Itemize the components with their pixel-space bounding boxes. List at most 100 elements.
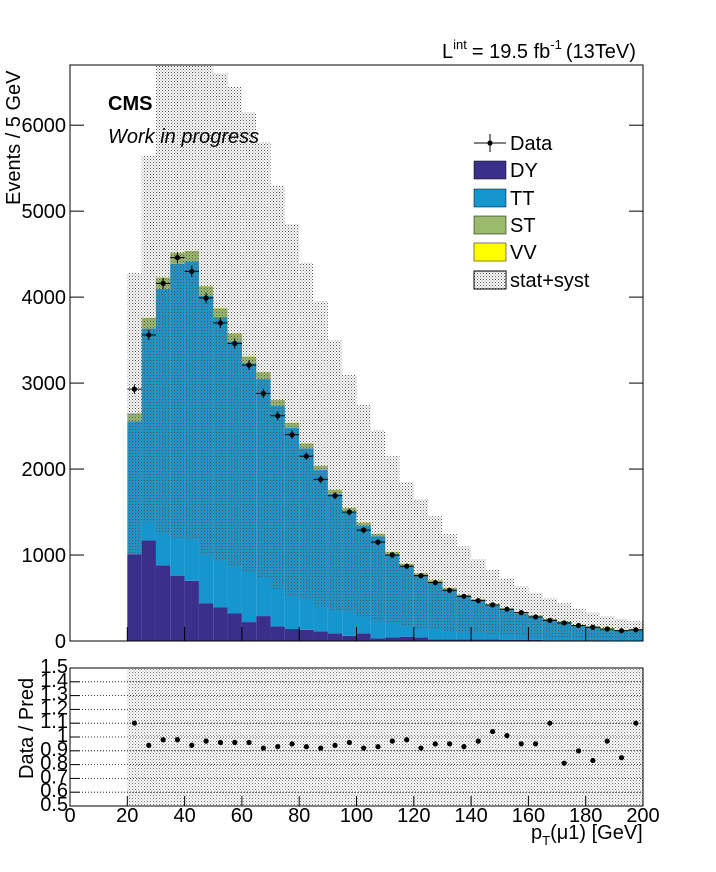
stack-segment xyxy=(241,622,257,641)
ratio-point xyxy=(375,744,381,750)
ratio-band xyxy=(198,668,214,806)
stack-segment xyxy=(284,628,300,641)
stack-segment xyxy=(213,607,228,641)
stack-segment xyxy=(184,580,199,641)
ratio-band xyxy=(270,668,285,806)
uncertainty-band xyxy=(442,533,457,632)
ratio-y-tick-label: 1.5 xyxy=(40,656,68,678)
lumi-exp: -1 xyxy=(550,37,562,52)
ratio-band xyxy=(213,668,228,806)
y-tick-label: 3000 xyxy=(22,373,67,395)
x-tick-label: 140 xyxy=(454,805,487,827)
uncertainty-band xyxy=(155,65,171,534)
data-point xyxy=(432,579,438,586)
x-tick-label: 60 xyxy=(231,805,253,827)
stack-segment xyxy=(227,613,242,641)
ratio-band xyxy=(571,668,586,806)
y-axis-title: Events / 5 GeV xyxy=(3,70,25,205)
stack-segment xyxy=(499,639,515,641)
lumi-symbol: L xyxy=(442,41,453,63)
ratio-point xyxy=(217,739,224,746)
ratio-band xyxy=(528,668,543,806)
data-point xyxy=(604,626,610,632)
ratio-point xyxy=(246,739,252,746)
data-point xyxy=(418,573,424,579)
ratio-point xyxy=(160,737,166,743)
uncertainty-band xyxy=(184,65,199,540)
y-tick-label: 6000 xyxy=(22,115,67,137)
ratio-band xyxy=(428,668,443,806)
data-point xyxy=(318,476,324,482)
ratio-plot xyxy=(70,668,643,806)
data-point xyxy=(232,340,238,347)
uncertainty-band xyxy=(198,65,214,556)
data-point xyxy=(590,624,596,630)
data-point xyxy=(375,539,381,545)
y-tick-label: 0 xyxy=(55,631,66,653)
uncertainty-band xyxy=(170,65,185,538)
ratio-point xyxy=(461,744,467,750)
uncertainty-band xyxy=(385,456,400,624)
ratio-point xyxy=(547,720,553,726)
ratio-point xyxy=(432,741,438,747)
axes: 01000200030004000500060000.50.60.70.80.9… xyxy=(22,115,660,827)
uncertainty-band xyxy=(356,404,371,617)
ratio-band xyxy=(127,668,142,806)
ratio-y-tick-label: 0.6 xyxy=(40,780,68,802)
ratio-band xyxy=(542,668,558,806)
data-point xyxy=(532,614,539,620)
ratio-band xyxy=(141,668,156,806)
ratio-point xyxy=(389,738,395,744)
ratio-band xyxy=(155,668,171,806)
data-point xyxy=(547,617,553,623)
cms-label: CMS xyxy=(108,93,152,115)
y-tick-label: 4000 xyxy=(22,287,67,309)
stack-segment xyxy=(428,639,443,641)
ratio-point xyxy=(174,737,181,743)
ratio-point xyxy=(260,745,266,751)
ratio-band xyxy=(342,668,357,806)
main-plot xyxy=(127,65,643,641)
uncertainty-band xyxy=(471,559,486,634)
ratio-band xyxy=(327,668,343,806)
data-point xyxy=(246,362,252,368)
stack-segment xyxy=(327,633,343,641)
uncertainty-band xyxy=(485,569,500,635)
ratio-y-tick-label: 1.3 xyxy=(40,684,68,706)
x-title-text: (μ1) [GeV] xyxy=(550,822,643,844)
stack-segment xyxy=(198,603,214,641)
uncertainty-band xyxy=(542,598,558,638)
ratio-band xyxy=(614,668,629,806)
data-point xyxy=(189,268,195,274)
uncertainty-band xyxy=(313,301,328,607)
ratio-point xyxy=(590,757,596,764)
uncertainty-band xyxy=(241,112,257,573)
data-point xyxy=(389,552,395,558)
status-label: Work in progress xyxy=(108,126,259,148)
uncertainty-band xyxy=(227,86,242,568)
ratio-band xyxy=(600,668,615,806)
data-point xyxy=(504,606,510,612)
ratio-point xyxy=(131,720,138,726)
ratio-y-tick-label: 1.2 xyxy=(40,697,68,719)
ratio-band xyxy=(628,668,643,806)
ratio-band xyxy=(442,668,457,806)
ratio-band xyxy=(370,668,386,806)
stack-segment xyxy=(170,575,185,641)
uncertainty-band xyxy=(413,499,429,629)
data-point xyxy=(633,627,639,633)
ratio-band xyxy=(170,668,185,806)
data-point xyxy=(303,453,309,459)
data-point xyxy=(260,390,266,397)
legend-label: TT xyxy=(510,188,534,210)
ratio-point xyxy=(203,738,209,744)
frame xyxy=(69,64,644,642)
ratio-band xyxy=(413,668,429,806)
ratio-point xyxy=(289,741,295,747)
x-tick-label: 100 xyxy=(340,805,373,827)
legend-swatch xyxy=(473,270,507,290)
data-point xyxy=(146,332,152,338)
ratio-band xyxy=(514,668,529,806)
legend-swatch xyxy=(473,160,507,180)
uncertainty-band xyxy=(213,73,228,561)
